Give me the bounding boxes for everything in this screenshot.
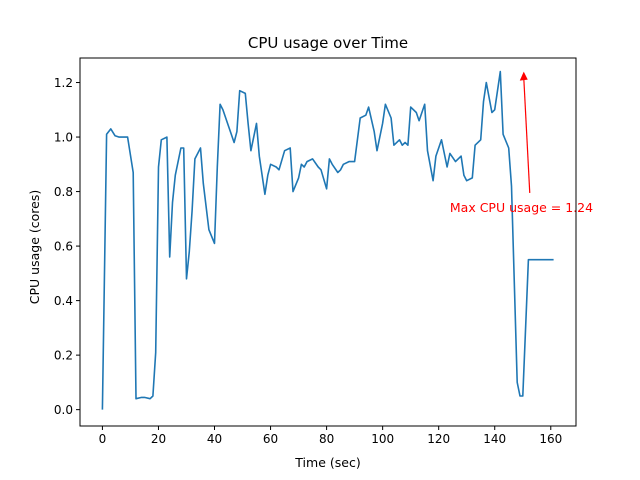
x-tick-label: 60: [263, 432, 278, 446]
x-tick-label: 20: [151, 432, 166, 446]
x-tick-label: 140: [483, 432, 506, 446]
y-tick-label: 0.6: [54, 240, 73, 254]
chart-title: CPU usage over Time: [248, 34, 408, 52]
x-tick-label: 160: [539, 432, 562, 446]
axes-frame: [79, 57, 577, 427]
annotation-label: Max CPU usage = 1.24: [450, 200, 593, 215]
x-axis-label: Time (sec): [294, 455, 360, 470]
y-tick-label: 0.0: [54, 403, 73, 417]
y-tick-label: 1.2: [54, 76, 73, 90]
y-tick-label: 0.2: [54, 349, 73, 363]
x-tick-label: 80: [319, 432, 334, 446]
x-tick-label: 40: [207, 432, 222, 446]
plot-area: Max CPU usage = 1.24 0 20 40 60 80 100 120 140 16…: [54, 57, 593, 446]
annotation-arrow-head: [519, 71, 528, 81]
series-line-0: [101, 70, 554, 410]
y-tick-label: 0.8: [54, 185, 73, 199]
x-tick-label: 0: [99, 432, 107, 446]
annotation-arrow-shaft: [523, 77, 531, 193]
y-tick-label: 0.4: [54, 294, 73, 308]
y-axis-label: CPU usage (cores): [27, 190, 42, 304]
x-tick-label: 120: [427, 432, 450, 446]
y-tick-label: 1.0: [54, 131, 73, 145]
x-tick-label: 100: [371, 432, 394, 446]
